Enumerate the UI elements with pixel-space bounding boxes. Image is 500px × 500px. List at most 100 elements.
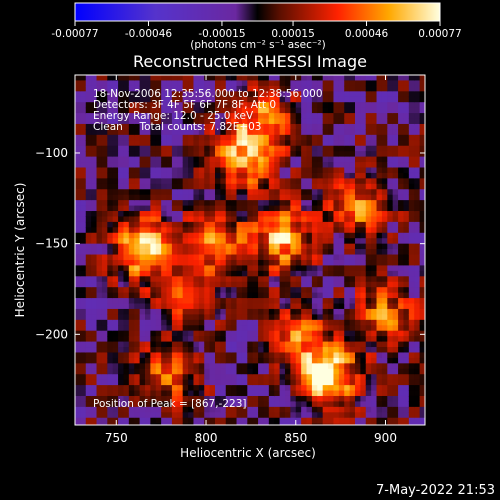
heatmap-cell xyxy=(247,216,254,223)
heatmap-cell xyxy=(355,134,361,141)
heatmap-cell xyxy=(91,292,98,299)
heatmap-cell xyxy=(96,205,103,212)
heatmap-cell xyxy=(112,113,119,120)
heatmap-cell xyxy=(236,319,243,326)
heatmap-cell xyxy=(371,96,378,103)
heatmap-cell xyxy=(107,254,114,261)
heatmap-cell xyxy=(96,374,103,381)
heatmap-cell xyxy=(236,314,243,321)
heatmap-cell xyxy=(290,216,297,223)
heatmap-cell xyxy=(414,172,421,179)
heatmap-cell xyxy=(252,134,259,141)
heatmap-cell xyxy=(414,178,421,185)
heatmap-cell xyxy=(112,401,119,408)
heatmap-cell xyxy=(328,123,335,130)
heatmap-cell xyxy=(101,276,108,283)
heatmap-cell xyxy=(349,325,356,332)
heatmap-cell xyxy=(96,319,103,326)
heatmap-cell xyxy=(290,118,297,125)
heatmap-cell xyxy=(91,91,98,98)
heatmap-cell xyxy=(171,140,178,147)
heatmap-cell xyxy=(252,423,259,425)
heatmap-cell xyxy=(403,385,410,392)
heatmap-cell xyxy=(225,140,232,147)
heatmap-cell xyxy=(322,238,329,245)
heatmap-cell xyxy=(306,194,313,201)
heatmap-cell xyxy=(403,341,410,348)
heatmap-cell xyxy=(290,145,297,152)
heatmap-cell xyxy=(381,216,388,223)
heatmap-cell xyxy=(188,417,195,424)
heatmap-cell xyxy=(419,314,425,321)
heatmap-cell xyxy=(209,406,216,413)
heatmap-cell xyxy=(392,395,399,402)
heatmap-cell xyxy=(403,162,410,169)
heatmap-cell xyxy=(134,189,141,196)
heatmap-cell xyxy=(150,156,157,163)
heatmap-cell xyxy=(215,308,221,315)
heatmap-cell xyxy=(75,129,81,136)
heatmap-cell xyxy=(381,308,388,315)
heatmap-cell xyxy=(225,347,232,353)
heatmap-cell xyxy=(225,401,232,408)
heatmap-cell xyxy=(145,107,151,114)
heatmap-cell xyxy=(263,107,270,114)
heatmap-cell xyxy=(166,406,173,413)
heatmap-cell xyxy=(220,374,227,381)
heatmap-cell xyxy=(285,200,291,207)
heatmap-cell xyxy=(145,292,151,299)
heatmap-cell xyxy=(328,298,335,305)
heatmap-cell xyxy=(274,303,281,310)
heatmap-cell xyxy=(220,276,227,283)
heatmap-cell xyxy=(285,205,291,212)
heatmap-cell xyxy=(285,314,291,321)
heatmap-cell xyxy=(123,406,130,413)
heatmap-cell xyxy=(285,167,291,174)
heatmap-cell xyxy=(311,281,318,288)
heatmap-cell xyxy=(241,96,248,103)
heatmap-cell xyxy=(204,423,211,425)
heatmap-cell xyxy=(188,303,195,310)
heatmap-cell xyxy=(236,227,243,234)
heatmap-cell xyxy=(311,243,318,250)
heatmap-cell xyxy=(134,276,141,283)
heatmap-cell xyxy=(215,205,221,212)
heatmap-cell xyxy=(338,281,345,288)
heatmap-cell xyxy=(285,178,291,185)
heatmap-cell xyxy=(381,183,388,190)
heatmap-cell xyxy=(311,276,318,283)
heatmap-cell xyxy=(155,91,162,98)
heatmap-cell xyxy=(328,336,335,343)
heatmap-cell xyxy=(355,336,361,343)
heatmap-cell xyxy=(328,368,335,375)
heatmap-cell xyxy=(392,172,399,179)
heatmap-cell xyxy=(75,85,81,92)
heatmap-cell xyxy=(231,232,238,239)
heatmap-cell xyxy=(247,292,254,299)
heatmap-cell xyxy=(376,102,383,109)
heatmap-cell xyxy=(322,80,329,87)
heatmap-cell xyxy=(215,341,221,348)
heatmap-cell xyxy=(381,298,388,305)
heatmap-cell xyxy=(198,232,205,239)
heatmap-cell xyxy=(328,107,335,114)
heatmap-cell xyxy=(263,221,270,228)
heatmap-cell xyxy=(91,265,98,272)
heatmap-cell xyxy=(333,270,340,277)
heatmap-cell xyxy=(285,96,291,103)
heatmap-cell xyxy=(322,330,329,337)
heatmap-cell xyxy=(85,336,92,343)
heatmap-cell xyxy=(333,330,340,337)
heatmap-cell xyxy=(150,123,157,130)
heatmap-cell xyxy=(311,406,318,413)
heatmap-cell xyxy=(198,298,205,305)
heatmap-cell xyxy=(301,292,308,299)
heatmap-cell xyxy=(258,134,265,141)
heatmap-cell xyxy=(381,417,388,424)
heatmap-cell xyxy=(107,259,114,266)
heatmap-cell xyxy=(128,363,135,370)
heatmap-cell xyxy=(139,227,146,234)
heatmap-cell xyxy=(96,118,103,125)
heatmap-cell xyxy=(215,96,221,103)
heatmap-cell xyxy=(193,238,200,245)
